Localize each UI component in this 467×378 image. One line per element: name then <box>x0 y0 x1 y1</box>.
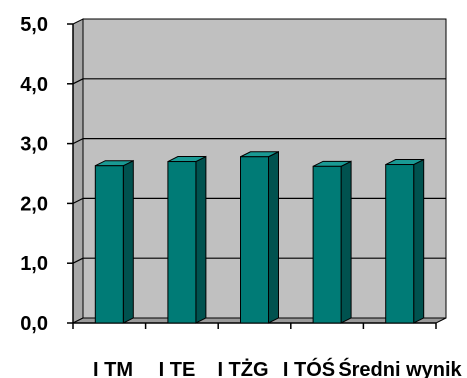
x-tick-labels: I TM I TE I TŻG I TÓŚ Średni wynik <box>93 357 463 378</box>
y-tick-label: 0,0 <box>20 313 48 335</box>
bar <box>385 158 425 324</box>
bar-side <box>413 158 425 324</box>
gridline-side <box>72 197 84 204</box>
y-tick-label: 3,0 <box>20 134 48 156</box>
x-tick-label: I TE <box>159 359 196 378</box>
bar <box>312 160 352 324</box>
bar <box>94 159 134 324</box>
x-tick-label: I TÓŚ <box>283 357 335 378</box>
bar-front <box>385 164 415 324</box>
y-tick-label: 1,0 <box>20 253 48 275</box>
bar-side <box>122 159 134 324</box>
gridline-side <box>72 257 84 264</box>
bar <box>167 155 207 324</box>
bar-side <box>268 150 279 324</box>
bar-front <box>94 165 124 324</box>
x-tick-label: Średni wynik <box>338 357 462 378</box>
gridline-side <box>72 78 84 85</box>
bar-front <box>167 161 197 324</box>
x-tick-label: I TM <box>93 359 133 378</box>
bar <box>240 150 279 324</box>
side-wall <box>72 18 84 324</box>
y-tick-label: 5,0 <box>20 14 48 36</box>
bar-front <box>240 156 269 324</box>
y-tick-label: 2,0 <box>20 193 48 215</box>
bars <box>94 150 425 324</box>
bar-front <box>312 165 342 324</box>
bar-side <box>340 160 352 324</box>
gridline-side <box>72 138 84 145</box>
bar-side <box>195 155 207 324</box>
y-tick-labels: 0,0 1,0 2,0 3,0 4,0 5,0 <box>20 14 48 335</box>
y-tick-label: 4,0 <box>20 74 48 96</box>
x-tick-label: I TŻG <box>217 358 268 378</box>
